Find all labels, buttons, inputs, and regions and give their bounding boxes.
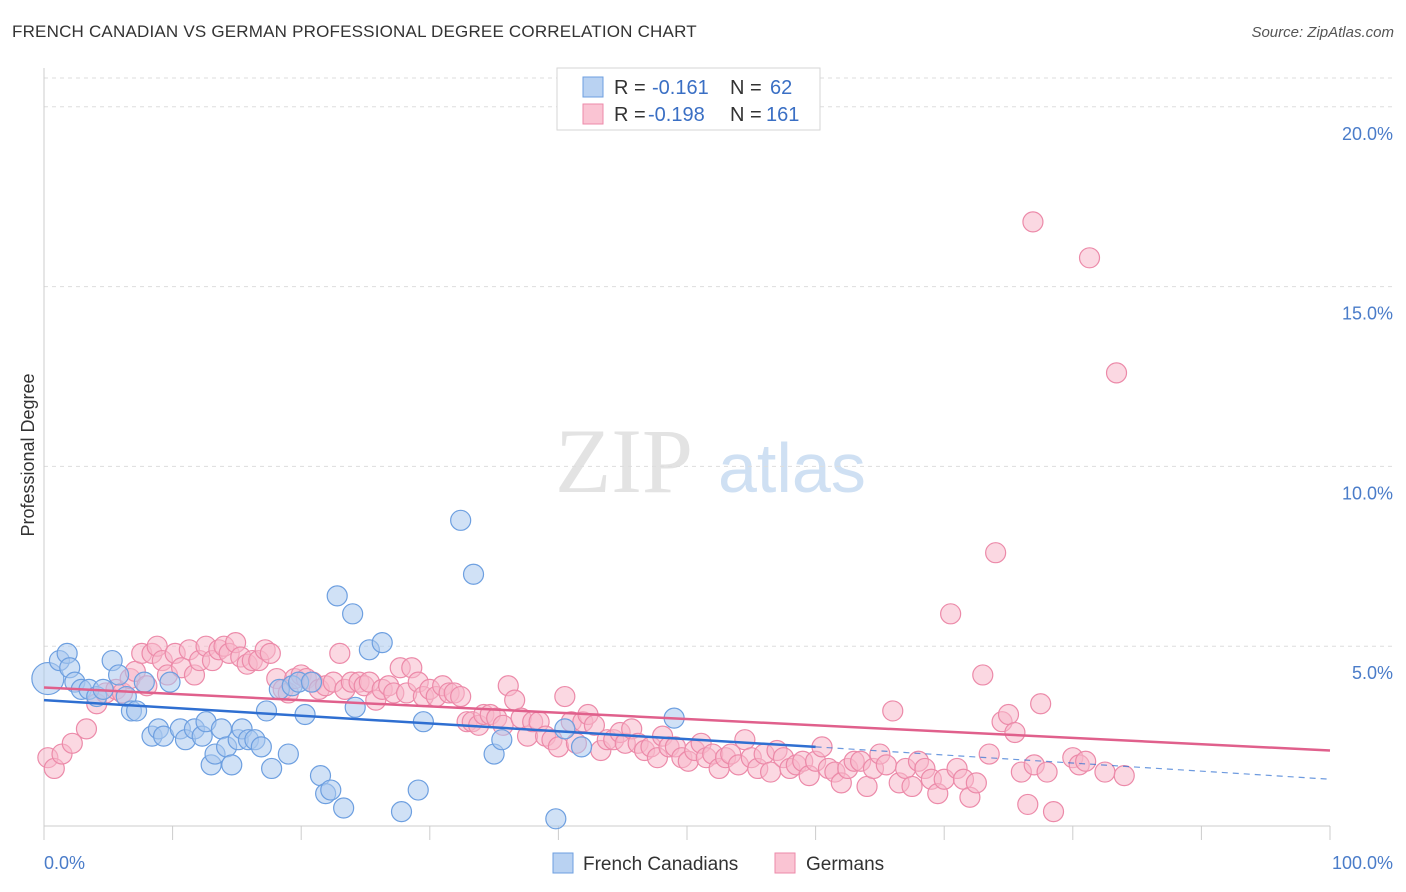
data-point [856,775,878,798]
data-point [261,757,283,780]
data-point [547,736,570,758]
chart-title: FRENCH CANADIAN VS GERMAN PROFESSIONAL D… [12,22,697,41]
data-point [255,700,278,722]
legend-swatch-pink [582,103,604,125]
data-point [1022,211,1044,233]
series-french-canadians [31,509,685,830]
legend-n-label-1: N = [730,77,762,99]
data-point [1017,793,1039,816]
x-tick-min: 0.0% [44,853,85,873]
data-point [344,696,366,718]
data-point [1036,761,1058,783]
grid: 5.0% 10.0% 15.0% 20.0% [44,77,1393,683]
watermark-zip: ZIP [555,410,693,512]
y-tick-label: 5.0% [1352,663,1393,683]
data-point [985,542,1007,564]
data-point [972,664,994,686]
data-point [570,736,593,758]
legend-r-value-2: -0.198 [648,104,705,126]
data-point [554,718,576,740]
data-point [978,743,1000,765]
y-axis-label: Professional Degree [18,373,38,536]
data-point [1030,693,1052,715]
data-point [882,700,904,722]
data-point [997,703,1020,726]
data-point [107,664,130,686]
data-point [940,603,962,625]
legend-r-label-2: R = [614,104,646,126]
data-point [326,585,348,607]
data-point [462,563,485,585]
data-point [1078,247,1101,269]
data-point [901,775,923,798]
data-point [545,808,567,830]
trend-line-french-canadians-extension [815,746,1331,780]
data-point [504,689,526,711]
legend-r-value-1: -0.161 [652,77,709,99]
data-point [159,671,181,693]
legend-bottom-swatch-blue [552,852,574,874]
data-point [407,779,429,801]
legend-top: R = -0.161 N = 62 R = -0.198 N = 161 [556,67,821,131]
data-point [554,685,576,708]
data-point [965,772,987,794]
data-point [277,743,299,765]
y-tick-label: 20.0% [1342,124,1393,144]
watermark: ZIP atlas [555,410,866,512]
data-point [450,685,472,708]
trend-line-french-canadians [43,698,816,749]
data-point [1105,362,1128,384]
trend-lines [43,686,1331,780]
legend-n-value-1: 62 [770,77,792,99]
legend-r-label-1: R = [614,77,646,99]
data-point [333,797,355,819]
data-point [1113,765,1135,787]
data-point [491,729,513,751]
data-point [1042,801,1065,823]
data-point [1075,750,1097,772]
legend-bottom-label-french-canadians: French Canadians [583,854,738,875]
data-point [1004,721,1026,744]
data-point [342,603,364,625]
data-point [320,779,342,801]
trend-line-germans [43,686,1331,752]
data-point [450,509,472,531]
x-tick-max: 100.0% [1332,853,1393,873]
legend-n-value-2: 161 [766,104,799,126]
legend-bottom-label-germans: Germans [806,854,884,875]
data-point [875,754,897,776]
data-point [250,736,272,758]
watermark-atlas: atlas [718,429,866,507]
data-point [259,642,281,664]
legend-n-label-2: N = [730,104,762,126]
data-point [371,631,393,654]
data-point [125,700,148,722]
data-point [133,671,155,693]
source-label: Source: ZipAtlas.com [1251,24,1394,41]
legend-swatch-blue [582,76,604,98]
data-point [390,801,413,823]
data-point [75,718,98,740]
legend-bottom: French Canadians Germans [552,852,884,875]
data-point [221,754,243,776]
data-point [329,642,351,664]
data-point [734,729,756,751]
legend-bottom-swatch-pink [774,852,796,874]
y-tick-label: 15.0% [1342,304,1393,324]
data-point [300,671,323,693]
axes [43,68,1331,840]
data-point [31,661,65,696]
data-point [61,732,83,754]
y-tick-label: 10.0% [1342,483,1393,503]
